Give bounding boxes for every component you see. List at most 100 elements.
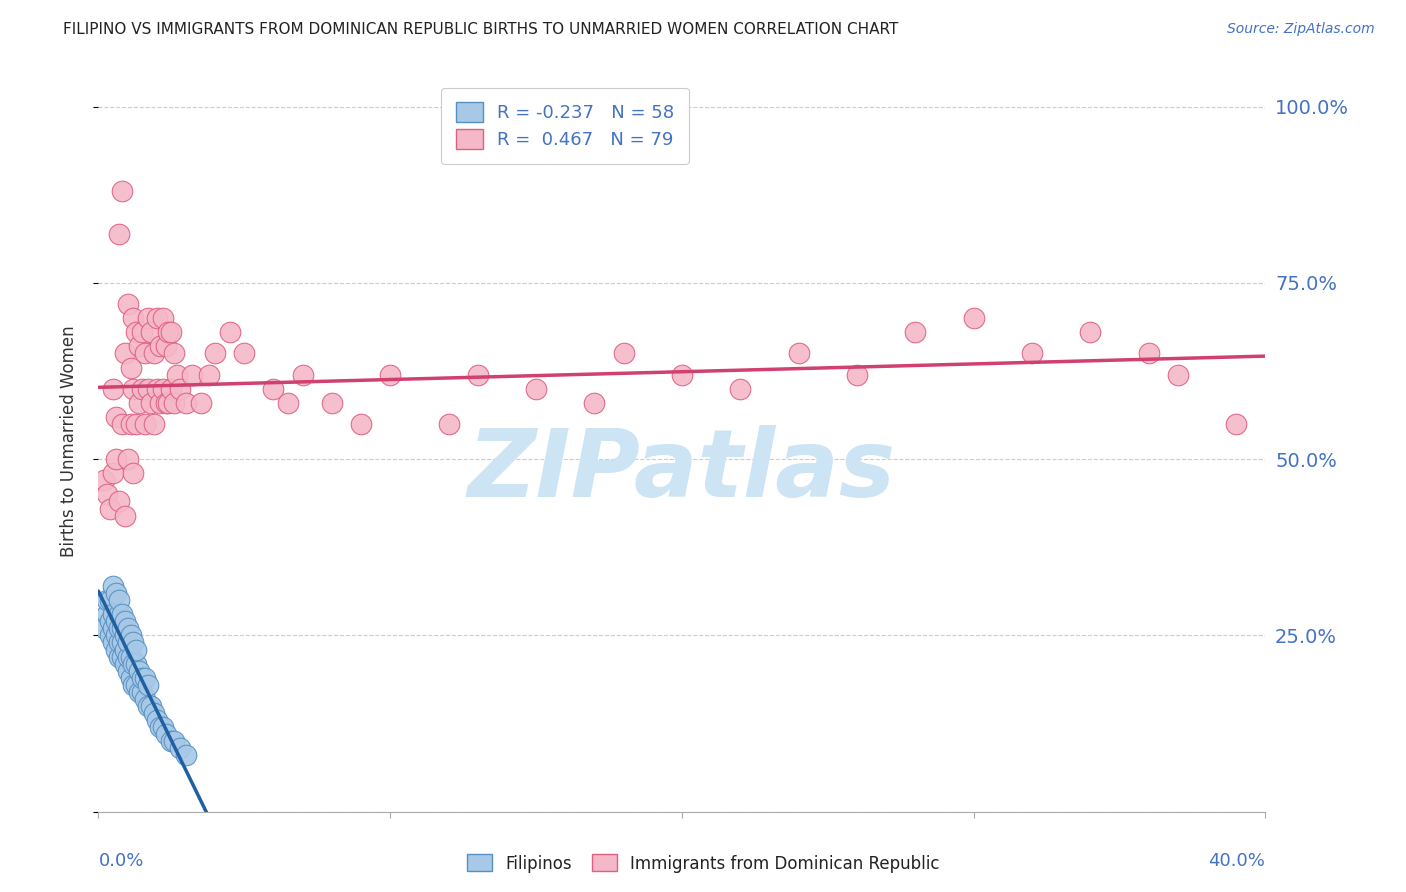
Point <box>98 615 121 629</box>
Point <box>136 311 159 326</box>
Point <box>128 685 150 699</box>
Point <box>218 325 240 339</box>
Legend: Filipinos, Immigrants from Dominican Republic: Filipinos, Immigrants from Dominican Rep… <box>460 847 946 880</box>
Point <box>155 396 177 410</box>
Point <box>120 360 142 375</box>
Point <box>104 628 127 642</box>
Point <box>467 368 489 382</box>
Point <box>146 713 169 727</box>
Point <box>98 593 121 607</box>
Point <box>149 339 172 353</box>
Point <box>136 382 159 396</box>
Point <box>122 311 145 326</box>
Point <box>321 396 343 410</box>
Point <box>155 727 177 741</box>
Point <box>142 706 165 720</box>
Point <box>125 678 148 692</box>
Point <box>174 748 197 763</box>
Point <box>120 649 142 664</box>
Point <box>163 346 186 360</box>
Point <box>190 396 212 410</box>
Point <box>96 607 118 622</box>
Point <box>157 325 180 339</box>
Point <box>120 671 142 685</box>
Point <box>117 452 139 467</box>
Point <box>134 692 156 706</box>
Point <box>114 642 136 657</box>
Point <box>122 657 145 671</box>
Text: Source: ZipAtlas.com: Source: ZipAtlas.com <box>1227 22 1375 37</box>
Point <box>111 184 134 198</box>
Point <box>117 649 139 664</box>
Point <box>134 671 156 685</box>
Point <box>101 467 124 481</box>
Point <box>136 678 159 692</box>
Point <box>120 417 142 431</box>
Point <box>114 657 136 671</box>
Point <box>111 607 134 622</box>
Point <box>350 417 373 431</box>
Point <box>139 698 162 713</box>
Point <box>122 382 145 396</box>
Point <box>122 635 145 649</box>
Point <box>846 368 869 382</box>
Point <box>160 382 183 396</box>
Point <box>134 417 156 431</box>
Point <box>152 720 174 734</box>
Point <box>128 396 150 410</box>
Point <box>904 325 927 339</box>
Point <box>111 649 134 664</box>
Point <box>149 720 172 734</box>
Point <box>174 396 197 410</box>
Point <box>198 368 221 382</box>
Point <box>583 396 606 410</box>
Point <box>131 382 153 396</box>
Point <box>380 368 402 382</box>
Y-axis label: Births to Unmarried Women: Births to Unmarried Women <box>59 326 77 558</box>
Point <box>101 621 124 635</box>
Point <box>122 467 145 481</box>
Point <box>104 452 127 467</box>
Point <box>108 649 131 664</box>
Point <box>134 346 156 360</box>
Point <box>152 382 174 396</box>
Point <box>1225 417 1247 431</box>
Point <box>437 417 460 431</box>
Point <box>96 593 118 607</box>
Point <box>117 664 139 678</box>
Point <box>104 586 127 600</box>
Point <box>101 635 124 649</box>
Point <box>125 657 148 671</box>
Point <box>1021 346 1043 360</box>
Point <box>101 382 124 396</box>
Point <box>111 417 134 431</box>
Point <box>128 339 150 353</box>
Point <box>111 621 134 635</box>
Point <box>163 396 186 410</box>
Point <box>166 368 188 382</box>
Point <box>114 615 136 629</box>
Point <box>101 607 124 622</box>
Point <box>730 382 752 396</box>
Point <box>169 741 191 756</box>
Point <box>671 368 693 382</box>
Point <box>117 621 139 635</box>
Point <box>146 382 169 396</box>
Point <box>125 642 148 657</box>
Point <box>139 325 162 339</box>
Point <box>125 417 148 431</box>
Point <box>524 382 547 396</box>
Point <box>163 734 186 748</box>
Point <box>787 346 810 360</box>
Point <box>104 615 127 629</box>
Point <box>114 628 136 642</box>
Point <box>120 628 142 642</box>
Point <box>160 734 183 748</box>
Point <box>114 346 136 360</box>
Text: 40.0%: 40.0% <box>1209 853 1265 871</box>
Point <box>122 678 145 692</box>
Point <box>146 311 169 326</box>
Point <box>962 311 984 326</box>
Point <box>125 325 148 339</box>
Point <box>93 621 115 635</box>
